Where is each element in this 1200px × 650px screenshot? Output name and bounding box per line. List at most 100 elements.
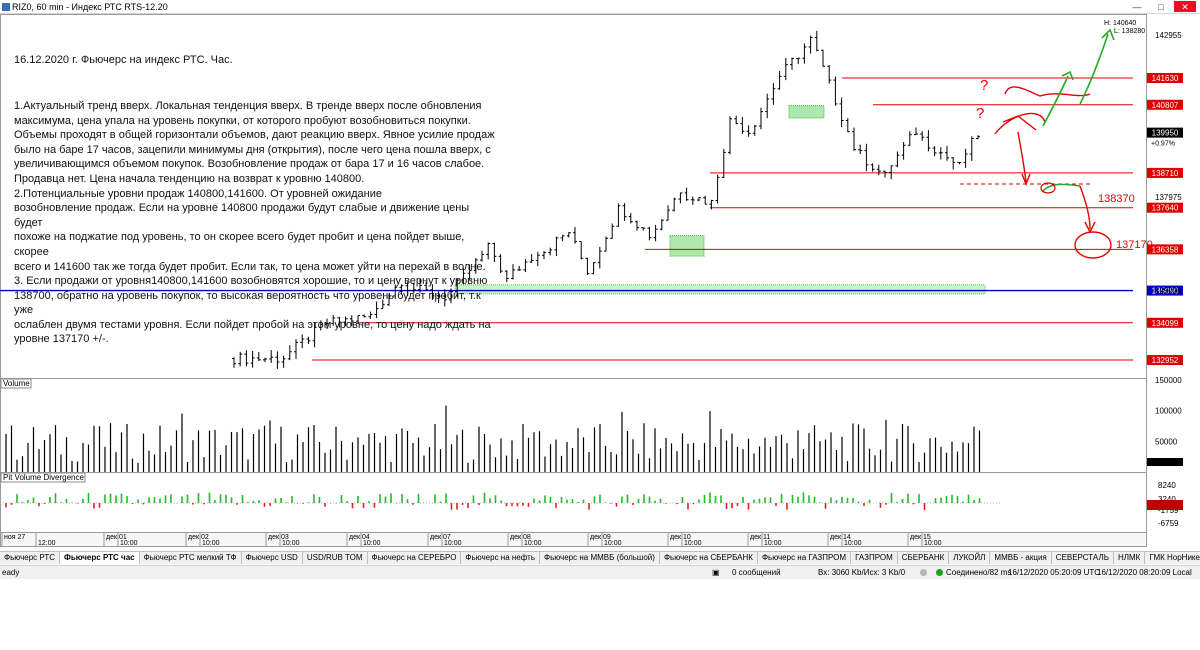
level-tag-text-4: 136358: [1152, 245, 1179, 254]
tab-13[interactable]: ММВБ - акция: [990, 552, 1052, 564]
time-axis: [0, 532, 1147, 547]
time-tick-16: дек 10: [670, 534, 691, 541]
tab-14[interactable]: СЕВЕРСТАЛЬ: [1052, 552, 1114, 564]
time-tick-6: дек 03: [268, 534, 289, 541]
chart-svg[interactable]: Volume Pit Volume Divergence 141630 140807 1…: [0, 14, 1200, 547]
annotation-138370: 138370: [1098, 193, 1135, 205]
time-tick-8: дек 04: [349, 534, 370, 541]
time-tick-5: 10:00: [202, 540, 220, 547]
time-tick-18: дек 11: [750, 534, 770, 541]
tab-1[interactable]: Фьючерс РТС час: [60, 552, 140, 564]
hl-low: L: 138280: [1114, 28, 1145, 35]
time-tick-9: 10:00: [363, 540, 381, 547]
tab-0[interactable]: Фьючерс РТС: [0, 552, 61, 564]
time-tick-0: ноя 27: [4, 534, 25, 541]
status-led-gray: [920, 566, 930, 579]
question-mark-1: ?: [980, 77, 988, 94]
pvd-label-box: [0, 472, 86, 483]
tab-16[interactable]: ГМК НорНикель: [1145, 552, 1200, 564]
tab-12[interactable]: ЛУКОЙЛ: [949, 552, 991, 564]
pvd-tick-1: 3240: [1158, 495, 1176, 504]
chart-area[interactable]: Volume Pit Volume Divergence 141630 140807 1…: [0, 14, 1200, 547]
green-arrow-1: [1042, 70, 1074, 127]
pvd-tick-0: 8240: [1158, 481, 1176, 490]
question-mark-2: ?: [976, 105, 984, 122]
time-tick-14: дек 09: [590, 534, 611, 541]
price-tick-2: 135090: [1155, 287, 1182, 296]
volume-tick-1: 100000: [1155, 407, 1182, 416]
red-circle-1: [1040, 182, 1056, 194]
red-scribble-top: [1004, 86, 1091, 97]
green-zone-long: [454, 284, 986, 295]
time-tick-12: дек 08: [510, 534, 531, 541]
time-tick-15: 10:00: [604, 540, 622, 547]
tab-2[interactable]: Фьючерс РТС мелкий ТФ: [140, 552, 242, 564]
red-arrow-2: [1079, 185, 1096, 234]
level-tag-text-6: 134099: [1152, 319, 1179, 328]
tab-11[interactable]: СБЕРБАНК: [898, 552, 950, 564]
status-utc-time: 16/12/2020 05:20:09 UTC: [1008, 568, 1101, 577]
level-tag-3: [1147, 202, 1183, 213]
tab-7[interactable]: Фьючерс на ММВБ (большой): [540, 552, 660, 564]
green-arrow-2: [1079, 28, 1115, 105]
time-tick-20: дек 14: [830, 534, 851, 541]
level-tag-2: [1147, 167, 1183, 178]
volume-last-box: [1147, 458, 1183, 466]
maximize-icon[interactable]: □: [1158, 1, 1164, 12]
volume-tick-0: 150000: [1155, 376, 1182, 385]
tab-9[interactable]: Фьючерс на ГАЗПРОМ: [758, 552, 852, 564]
chart-tabs: Фьючерс РТС Фьючерс РТС час Фьючерс РТС ме…: [0, 551, 1200, 564]
tab-3[interactable]: Фьючерс USD: [242, 552, 303, 564]
tab-15[interactable]: НЛМК: [1114, 552, 1146, 564]
time-tick-10: дек 07: [430, 534, 451, 541]
tab-8[interactable]: Фьючерс на СБЕРБАНК: [660, 552, 758, 564]
close-icon[interactable]: ✕: [1174, 1, 1196, 12]
time-tick-17: 10:00: [684, 540, 702, 547]
level-tag-text-0: 141630: [1152, 74, 1179, 83]
last-price-box: [1147, 127, 1183, 138]
status-icon-lock: ▣: [712, 568, 720, 577]
tab-10[interactable]: ГАЗПРОМ: [851, 552, 898, 564]
change-pct: +0.97%: [1151, 141, 1175, 148]
status-bar: eady ▣ 0 сообщений Вх: 3060 Kb/Исх: 3 Kb…: [0, 565, 1200, 579]
time-tick-3: 10:00: [120, 540, 138, 547]
analysis-note: 16.12.2020 г. Фьючерс на индекс РТС. Час…: [14, 24, 499, 362]
note-body: 1.Актуальный тренд вверх. Локальная тенд…: [14, 99, 495, 346]
status-ready: eady: [2, 568, 20, 577]
minimize-icon[interactable]: —: [1132, 1, 1142, 12]
pvd-tick-3: -6759: [1158, 519, 1179, 528]
level-tag-text-2: 138710: [1152, 169, 1179, 178]
window-titlebar: RIZ0, 60 min - Индекс РТС RTS-12.20 — □ …: [0, 0, 1200, 14]
green-zone-small: [669, 235, 705, 257]
time-tick-22: дек 15: [910, 534, 931, 541]
time-tick-23: 10:00: [924, 540, 942, 547]
tab-4[interactable]: USD/RUB TOM: [303, 552, 368, 564]
time-tick-11: 10:00: [444, 540, 462, 547]
level-tag-4: [1147, 244, 1183, 255]
time-tick-1: 12:00: [38, 540, 56, 547]
pvd-label: Pit Volume Divergence: [3, 473, 84, 482]
red-circle-2: [1074, 231, 1112, 259]
time-tick-21: 10:00: [844, 540, 862, 547]
status-local-time: 16/12/2020 08:20:09 Local: [1097, 568, 1192, 577]
green-zone-top: [788, 105, 825, 119]
time-tick-7: 10:00: [282, 540, 300, 547]
status-messages: 0 сообщений: [732, 568, 781, 577]
time-tick-2: дек 01: [106, 534, 127, 541]
price-tick-0: 142955: [1155, 31, 1182, 40]
status-traffic: Вх: 3060 Kb/Исх: 3 Kb/0: [818, 568, 906, 577]
volume-label: Volume: [3, 379, 30, 388]
level-tag-text-3: 137640: [1152, 204, 1179, 213]
volume-label-box: [0, 378, 32, 389]
tab-5[interactable]: Фьючерс на СЕРЕБРО: [368, 552, 462, 564]
level-tag-text-7: 132952: [1152, 356, 1179, 365]
note-title: 16.12.2020 г. Фьючерс на индекс РТС. Час…: [14, 54, 233, 67]
volume-tick-2: 50000: [1155, 437, 1178, 446]
annotation-137170: 137170: [1116, 239, 1153, 251]
level-tag-1: [1147, 99, 1183, 110]
time-tick-19: 10:00: [764, 540, 782, 547]
tab-6[interactable]: Фьючерс на нефть: [461, 552, 540, 564]
app-icon: [2, 3, 10, 11]
level-tag-6: [1147, 317, 1183, 328]
pvd-last-box: [1147, 500, 1183, 510]
